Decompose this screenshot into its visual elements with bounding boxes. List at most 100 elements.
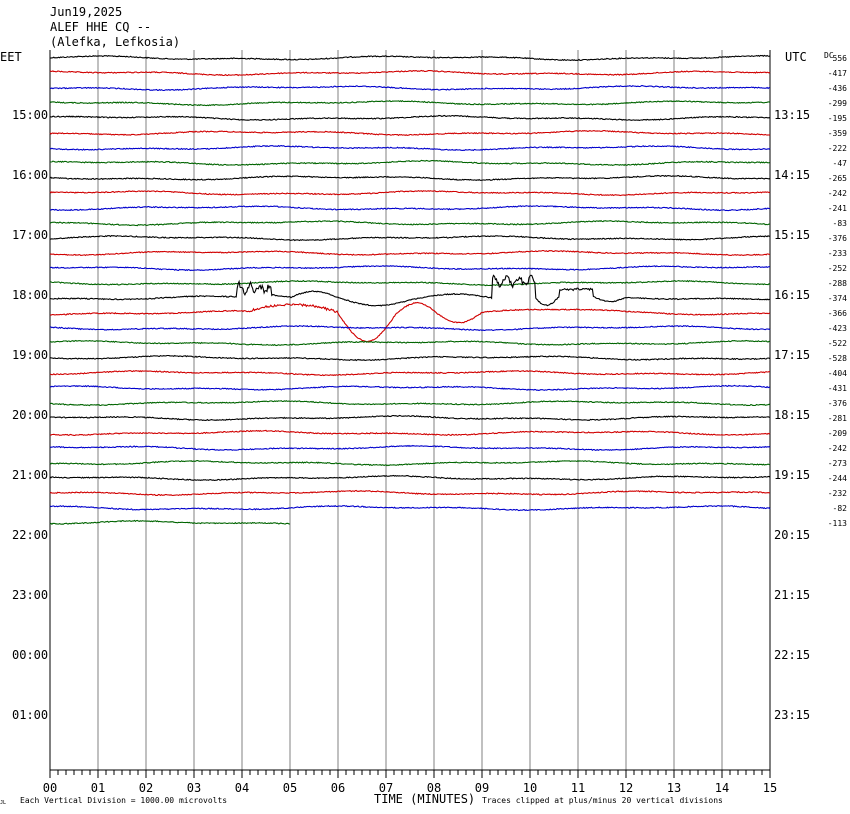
dc-offset-value: -83	[833, 219, 848, 228]
hour-label-left: 01:00	[12, 708, 48, 722]
trace-line	[49, 189, 771, 197]
trace-line	[49, 54, 771, 62]
dc-offset-value: -222	[828, 144, 847, 153]
trace-line	[49, 444, 771, 452]
dc-offset-value: -374	[828, 294, 847, 303]
dc-offset-value: -242	[828, 189, 847, 198]
dc-offset-value: -195	[828, 114, 847, 123]
trace-line	[49, 274, 771, 307]
hour-label-left: 17:00	[12, 228, 48, 242]
trace-line	[49, 234, 771, 242]
left-timezone-label: EET	[0, 50, 22, 64]
trace-line	[49, 400, 771, 407]
trace-line	[49, 144, 771, 152]
right-timezone-label: UTC	[785, 50, 807, 64]
dc-offset-value: -288	[828, 279, 847, 288]
trace-group	[49, 54, 771, 525]
hour-label-right: 20:15	[774, 528, 810, 542]
trace-line	[49, 114, 771, 121]
trace-line	[49, 249, 771, 257]
dc-offset-value: -252	[828, 264, 847, 273]
dc-offset-value: -113	[828, 519, 847, 528]
trace-line	[49, 264, 770, 272]
x-tick-label: 13	[667, 781, 681, 795]
dc-offset-value: -299	[828, 99, 847, 108]
corner-mark: JL	[0, 800, 6, 806]
x-tick-label: 03	[187, 781, 201, 795]
header-location: (Alefka, Lefkosia)	[50, 35, 180, 49]
dc-offset-value: -241	[828, 204, 847, 213]
x-tick-label: 14	[715, 781, 729, 795]
trace-line	[49, 205, 771, 212]
vertical-grid	[49, 50, 771, 770]
hour-label-right: 23:15	[774, 708, 810, 722]
dc-offset-value: -528	[828, 354, 847, 363]
hour-label-right: 18:15	[774, 408, 810, 422]
dc-offset-value: -436	[828, 84, 847, 93]
dc-offset-value: -423	[828, 324, 847, 333]
hour-label-left: 21:00	[12, 468, 48, 482]
dc-offset-value: -366	[828, 309, 847, 318]
x-tick-label: 07	[379, 781, 393, 795]
dc-offset-value: -265	[828, 174, 847, 183]
trace-line	[49, 459, 771, 467]
hour-label-left: 23:00	[12, 588, 48, 602]
dc-offset-value: -522	[828, 339, 847, 348]
x-tick-label: 08	[427, 781, 441, 795]
trace-line	[49, 429, 771, 437]
trace-line	[49, 69, 771, 77]
dc-offset-value: -242	[828, 444, 847, 453]
x-tick-label: 10	[523, 781, 537, 795]
x-axis-label: TIME (MINUTES)	[374, 792, 475, 806]
hour-label-right: 15:15	[774, 228, 810, 242]
dc-offset-value: -232	[828, 489, 847, 498]
hour-label-right: 13:15	[774, 108, 810, 122]
trace-line	[49, 219, 770, 227]
trace-line	[49, 489, 770, 497]
trace-line	[49, 301, 771, 343]
hour-label-right: 17:15	[774, 348, 810, 362]
trace-line	[49, 279, 771, 287]
x-tick-label: 11	[571, 781, 585, 795]
dc-offset-value: -82	[833, 504, 848, 513]
hour-label-right: 19:15	[774, 468, 810, 482]
hour-label-right: 14:15	[774, 168, 810, 182]
footer-clip-note: Traces clipped at plus/minus 20 vertical…	[482, 796, 723, 805]
hour-label-left: 16:00	[12, 168, 48, 182]
trace-line	[49, 324, 771, 332]
dc-offset-value: -209	[828, 429, 847, 438]
trace-line	[49, 84, 770, 92]
trace-line	[49, 129, 771, 137]
x-axis: 00 01 02 03 04 05 06 07 08 09 10 11 12 13 14 15	[43, 769, 777, 795]
x-tick-label: 15	[763, 781, 777, 795]
x-tick-label: 04	[235, 781, 249, 795]
trace-line	[49, 384, 771, 391]
dc-offset-value: -359	[828, 129, 847, 138]
dc-label: DC	[824, 51, 834, 60]
trace-line	[49, 369, 770, 377]
x-tick-label: 00	[43, 781, 57, 795]
right-hour-labels: 13:15 14:15 15:15 16:15 17:15 18:15 19:15 20:15…	[774, 108, 810, 722]
x-tick-label: 06	[331, 781, 345, 795]
x-tick-label: 05	[283, 781, 297, 795]
hour-label-left: 15:00	[12, 108, 48, 122]
trace-line	[49, 504, 771, 512]
trace-line	[49, 519, 290, 525]
dc-offset-value: 556	[833, 54, 848, 63]
dc-offset-value: -244	[828, 474, 847, 483]
hour-label-left: 00:00	[12, 648, 48, 662]
dc-offset-value: -233	[828, 249, 847, 258]
dc-offset-value: -281	[828, 414, 847, 423]
trace-line	[49, 159, 771, 167]
footer-scale-note: Each Vertical Division = 1000.00 microvo…	[20, 796, 227, 805]
x-tick-label: 02	[139, 781, 153, 795]
trace-line	[49, 174, 771, 182]
left-hour-labels: 15:00 16:00 17:00 18:00 19:00 20:00 21:00 22:00…	[12, 108, 48, 722]
header-station: ALEF HHE CQ --	[50, 20, 151, 34]
header-date: Jun19,2025	[50, 5, 122, 19]
x-tick-label: 12	[619, 781, 633, 795]
dc-offset-value: -376	[828, 399, 847, 408]
x-tick-label: 09	[475, 781, 489, 795]
hour-label-right: 21:15	[774, 588, 810, 602]
dc-offset-value: -273	[828, 459, 847, 468]
